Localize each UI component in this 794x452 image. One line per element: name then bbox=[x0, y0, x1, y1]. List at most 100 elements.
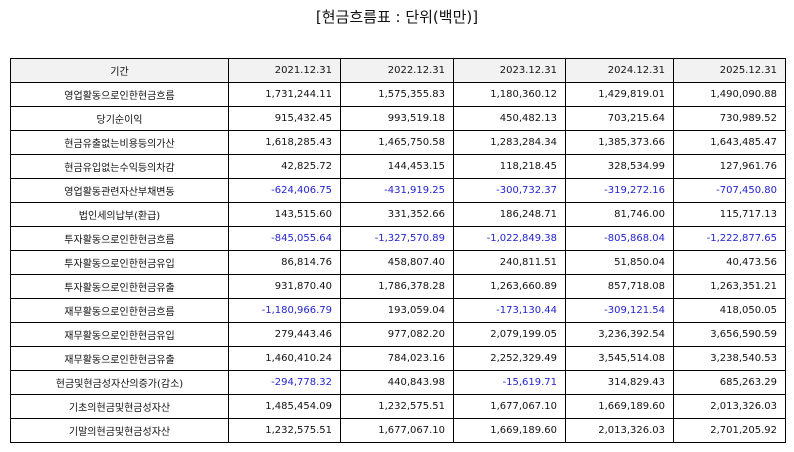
value-cell: 1,575,355.83 bbox=[340, 82, 454, 107]
value-cell: 730,989.52 bbox=[673, 106, 786, 131]
value-cell: -805,868.04 bbox=[565, 226, 674, 251]
value-cell: 328,534.99 bbox=[565, 154, 674, 179]
value-cell: 1,232,575.51 bbox=[228, 418, 341, 443]
value-cell: -845,055.64 bbox=[228, 226, 341, 251]
value-cell: 240,811.51 bbox=[453, 250, 566, 275]
header-year: 2022.12.31 bbox=[340, 58, 454, 83]
value-cell: 1,263,660.89 bbox=[453, 274, 566, 299]
value-cell: 685,263.29 bbox=[673, 370, 786, 395]
table-row: 재무활동으로인한현금흐름 -1,180,966.79 193,059.04 -173,… bbox=[10, 298, 786, 323]
value-cell: 440,843.98 bbox=[340, 370, 454, 395]
value-cell: 784,023.16 bbox=[340, 346, 454, 371]
table-row: 재무활동으로인한현금유입 279,443.46 977,082.20 2,079,19… bbox=[10, 322, 786, 347]
row-label: 투자활동으로인한현금흐름 bbox=[10, 226, 229, 251]
table-row: 법인세의납부(환급) 143,515.60 331,352.66 186,248.71… bbox=[10, 202, 786, 227]
table-row: 영업활동으로인한현금흐름 1,731,244.11 1,575,355.83 1,18… bbox=[10, 82, 786, 107]
table-row: 투자활동으로인한현금유입 86,814.76 458,807.40 240,811.5… bbox=[10, 250, 786, 275]
value-cell: 1,232,575.51 bbox=[340, 394, 454, 419]
row-label: 기말의현금및현금성자산 bbox=[10, 418, 229, 443]
value-cell: 1,180,360.12 bbox=[453, 82, 566, 107]
value-cell: -15,619.71 bbox=[453, 370, 566, 395]
row-label: 현금유입없는수익등의차감 bbox=[10, 154, 229, 179]
value-cell: 40,473.56 bbox=[673, 250, 786, 275]
table-row: 현금유출없는비용등의가산 1,618,285.43 1,465,750.58 1,28… bbox=[10, 130, 786, 155]
value-cell: 977,082.20 bbox=[340, 322, 454, 347]
value-cell: 915,432.45 bbox=[228, 106, 341, 131]
value-cell: 418,050.05 bbox=[673, 298, 786, 323]
value-cell: 2,013,326.03 bbox=[673, 394, 786, 419]
value-cell: 3,545,514.08 bbox=[565, 346, 674, 371]
value-cell: 1,385,373.66 bbox=[565, 130, 674, 155]
value-cell: 1,618,285.43 bbox=[228, 130, 341, 155]
value-cell: 703,215.64 bbox=[565, 106, 674, 131]
value-cell: 86,814.76 bbox=[228, 250, 341, 275]
value-cell: 81,746.00 bbox=[565, 202, 674, 227]
value-cell: 143,515.60 bbox=[228, 202, 341, 227]
value-cell: -309,121.54 bbox=[565, 298, 674, 323]
value-cell: -300,732.37 bbox=[453, 178, 566, 203]
row-label: 법인세의납부(환급) bbox=[10, 202, 229, 227]
value-cell: 3,236,392.54 bbox=[565, 322, 674, 347]
value-cell: 458,807.40 bbox=[340, 250, 454, 275]
value-cell: 118,218.45 bbox=[453, 154, 566, 179]
value-cell: 1,677,067.10 bbox=[340, 418, 454, 443]
page-title: [현금흐름표 : 단위(백만)] bbox=[315, 8, 479, 26]
header-year: 2024.12.31 bbox=[565, 58, 674, 83]
value-cell: -431,919.25 bbox=[340, 178, 454, 203]
value-cell: 3,656,590.59 bbox=[673, 322, 786, 347]
value-cell: 2,252,329.49 bbox=[453, 346, 566, 371]
row-label: 당기순이익 bbox=[10, 106, 229, 131]
row-label: 현금유출없는비용등의가산 bbox=[10, 130, 229, 155]
value-cell: 279,443.46 bbox=[228, 322, 341, 347]
value-cell: 1,643,485.47 bbox=[673, 130, 786, 155]
value-cell: -294,778.32 bbox=[228, 370, 341, 395]
header-period: 기간 bbox=[10, 58, 229, 83]
table-row: 투자활동으로인한현금유출 931,870.40 1,786,378.28 1,263,… bbox=[10, 274, 786, 299]
value-cell: 1,669,189.60 bbox=[565, 394, 674, 419]
value-cell: 331,352.66 bbox=[340, 202, 454, 227]
row-label: 투자활동으로인한현금유입 bbox=[10, 250, 229, 275]
value-cell: -1,180,966.79 bbox=[228, 298, 341, 323]
value-cell: 450,482.13 bbox=[453, 106, 566, 131]
value-cell: 144,453.15 bbox=[340, 154, 454, 179]
value-cell: 115,717.13 bbox=[673, 202, 786, 227]
value-cell: -624,406.75 bbox=[228, 178, 341, 203]
value-cell: -1,222,877.65 bbox=[673, 226, 786, 251]
value-cell: -707,450.80 bbox=[673, 178, 786, 203]
row-label: 재무활동으로인한현금흐름 bbox=[10, 298, 229, 323]
row-label: 투자활동으로인한현금유출 bbox=[10, 274, 229, 299]
value-cell: 1,283,284.34 bbox=[453, 130, 566, 155]
table-row: 재무활동으로인한현금유출 1,460,410.24 784,023.16 2,252,… bbox=[10, 346, 786, 371]
value-cell: 1,465,750.58 bbox=[340, 130, 454, 155]
value-cell: 3,238,540.53 bbox=[673, 346, 786, 371]
value-cell: 1,263,351.21 bbox=[673, 274, 786, 299]
value-cell: -1,327,570.89 bbox=[340, 226, 454, 251]
value-cell: -173,130.44 bbox=[453, 298, 566, 323]
value-cell: -319,272.16 bbox=[565, 178, 674, 203]
header-year: 2021.12.31 bbox=[228, 58, 341, 83]
table-row: 당기순이익 915,432.45 993,519.18 450,482.13 703,2… bbox=[10, 106, 786, 131]
table-row: 현금및현금성자산의증가(감소) -294,778.32 440,843.98 -15,… bbox=[10, 370, 786, 395]
value-cell: -1,022,849.38 bbox=[453, 226, 566, 251]
value-cell: 1,485,454.09 bbox=[228, 394, 341, 419]
value-cell: 1,677,067.10 bbox=[453, 394, 566, 419]
row-label: 기초의현금및현금성자산 bbox=[10, 394, 229, 419]
table-row: 기말의현금및현금성자산 1,232,575.51 1,677,067.10 1,669… bbox=[10, 418, 786, 443]
table-row: 현금유입없는수익등의차감 42,825.72 144,453.15 118,218.4… bbox=[10, 154, 786, 179]
table-row: 투자활동으로인한현금흐름 -845,055.64 -1,327,570.89 -1,0… bbox=[10, 226, 786, 251]
header-year: 2023.12.31 bbox=[453, 58, 566, 83]
value-cell: 186,248.71 bbox=[453, 202, 566, 227]
table-row: 기초의현금및현금성자산 1,485,454.09 1,232,575.51 1,677… bbox=[10, 394, 786, 419]
value-cell: 1,429,819.01 bbox=[565, 82, 674, 107]
row-label: 영업활동으로인한현금흐름 bbox=[10, 82, 229, 107]
value-cell: 1,460,410.24 bbox=[228, 346, 341, 371]
row-label: 영업활동관련자산부채변동 bbox=[10, 178, 229, 203]
value-cell: 1,669,189.60 bbox=[453, 418, 566, 443]
cash-flow-table: 기간 2021.12.31 2022.12.31 2023.12.31 2024… bbox=[10, 58, 786, 443]
value-cell: 931,870.40 bbox=[228, 274, 341, 299]
value-cell: 857,718.08 bbox=[565, 274, 674, 299]
value-cell: 2,013,326.03 bbox=[565, 418, 674, 443]
value-cell: 993,519.18 bbox=[340, 106, 454, 131]
value-cell: 2,079,199.05 bbox=[453, 322, 566, 347]
value-cell: 42,825.72 bbox=[228, 154, 341, 179]
